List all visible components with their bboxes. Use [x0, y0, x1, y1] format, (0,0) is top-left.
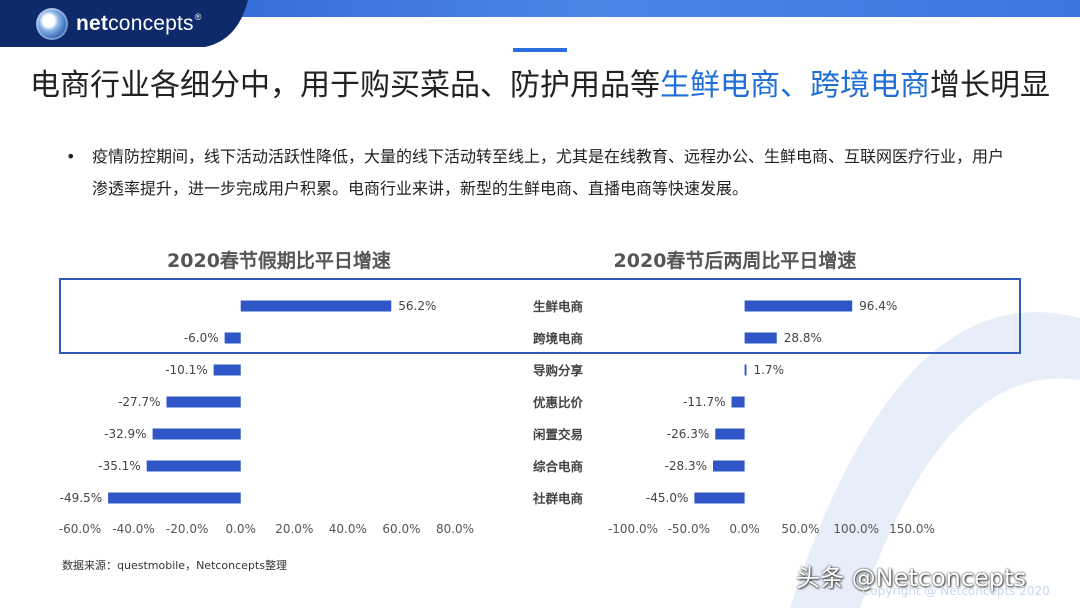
brand-name: netconcepts® [76, 12, 202, 36]
chart-2-bar [694, 492, 745, 504]
chart-2-value-label: -26.3% [667, 427, 709, 441]
chart-1-bar [213, 364, 241, 376]
chart-1-value-label: 56.2% [398, 299, 436, 313]
category-label: 闲置交易 [533, 427, 583, 442]
chart-2-bar [744, 300, 853, 312]
source-note: 数据来源：questmobile，Netconcepts整理 [62, 559, 287, 572]
category-label: 社群电商 [532, 491, 583, 506]
logo-mark-icon [36, 8, 68, 40]
chart-2-value-label: -28.3% [665, 459, 707, 473]
chart-2-bar [731, 396, 745, 408]
page-title: 电商行业各细分中，用于购买菜品、防护用品等生鲜电商、跨境电商增长明显 [0, 60, 1080, 104]
chart-2-tick-label: 50.0% [781, 522, 819, 536]
title-separator: 、 [780, 68, 810, 103]
chart-2-bar [744, 364, 747, 376]
chart-1-tick-label: 60.0% [382, 522, 420, 536]
chart-1-value-label: -10.1% [165, 363, 207, 377]
title-part-1: 电商行业各细分中，用于购买菜品、防护用品等 [30, 68, 660, 103]
bullet-dot: • [66, 147, 76, 166]
chart-2-tick-label: 100.0% [833, 522, 879, 536]
highlight-box [59, 278, 1021, 354]
chart-2-value-label: -11.7% [683, 395, 725, 409]
registered-mark: ® [194, 12, 202, 22]
title-accent-bar [513, 48, 567, 52]
chart-2-title: 2020春节后两周比平日增速 [614, 249, 857, 272]
watermark: 头条 @Netconcepts [796, 564, 1026, 592]
category-label: 导购分享 [533, 363, 584, 378]
chart-1-value-label: -49.5% [60, 491, 102, 505]
bullet-text: 疫情防控期间，线下活动活跃性降低，大量的线下活动转至线上，尤其是在线教育、远程办… [92, 147, 1005, 198]
chart-1-tick-label: -20.0% [166, 522, 208, 536]
chart-2-tick-label: -100.0% [608, 522, 658, 536]
brand-bold: net [76, 12, 109, 35]
title-highlight-2: 跨境电商 [810, 68, 930, 103]
chart-1-tick-label: 40.0% [329, 522, 367, 536]
chart-2-bar [715, 428, 745, 440]
chart-1-title: 2020春节假期比平日增速 [167, 249, 391, 272]
chart-2-tick-label: 0.0% [729, 522, 760, 536]
chart-2-value-label: -45.0% [646, 491, 688, 505]
chart-1-tick-label: 0.0% [225, 522, 256, 536]
chart-1-bar [224, 332, 241, 344]
chart-1-value-label: -35.1% [98, 459, 140, 473]
category-label: 综合电商 [533, 459, 583, 474]
chart-1-value-label: -32.9% [104, 427, 146, 441]
brand-rest: concepts [108, 12, 194, 35]
category-label: 跨境电商 [533, 331, 583, 346]
chart-1-bar [240, 300, 392, 312]
chart-1-value-label: -6.0% [184, 331, 219, 345]
chart-1-tick-label: -60.0% [59, 522, 101, 536]
chart-1-bar [166, 396, 241, 408]
chart-2-value-label: 28.8% [784, 331, 822, 345]
copyright: Copyright @ Netconcepts 2020 [862, 584, 1050, 598]
category-label: 优惠比价 [533, 395, 584, 410]
chart-2-value-label: 1.7% [753, 363, 784, 377]
chart-2-tick-label: 150.0% [889, 522, 935, 536]
chart-1-tick-label: -40.0% [112, 522, 154, 536]
chart-1-value-label: -27.7% [118, 395, 160, 409]
decorative-arc-inner [860, 378, 1080, 608]
chart-2-value-label: 96.4% [859, 299, 897, 313]
category-label: 生鲜电商 [533, 299, 583, 314]
chart-2-bar [713, 460, 745, 472]
chart-2-bar [744, 332, 777, 344]
chart-1-tick-label: 20.0% [275, 522, 313, 536]
chart-1-bar [108, 492, 241, 504]
chart-2-tick-label: -50.0% [668, 522, 710, 536]
brand-logo: netconcepts® [36, 6, 202, 42]
chart-1-bar [152, 428, 241, 440]
chart-1-tick-label: 80.0% [436, 522, 474, 536]
title-part-2: 增长明显 [930, 68, 1050, 103]
chart-1-bar [146, 460, 241, 472]
title-highlight-1: 生鲜电商 [660, 68, 780, 103]
